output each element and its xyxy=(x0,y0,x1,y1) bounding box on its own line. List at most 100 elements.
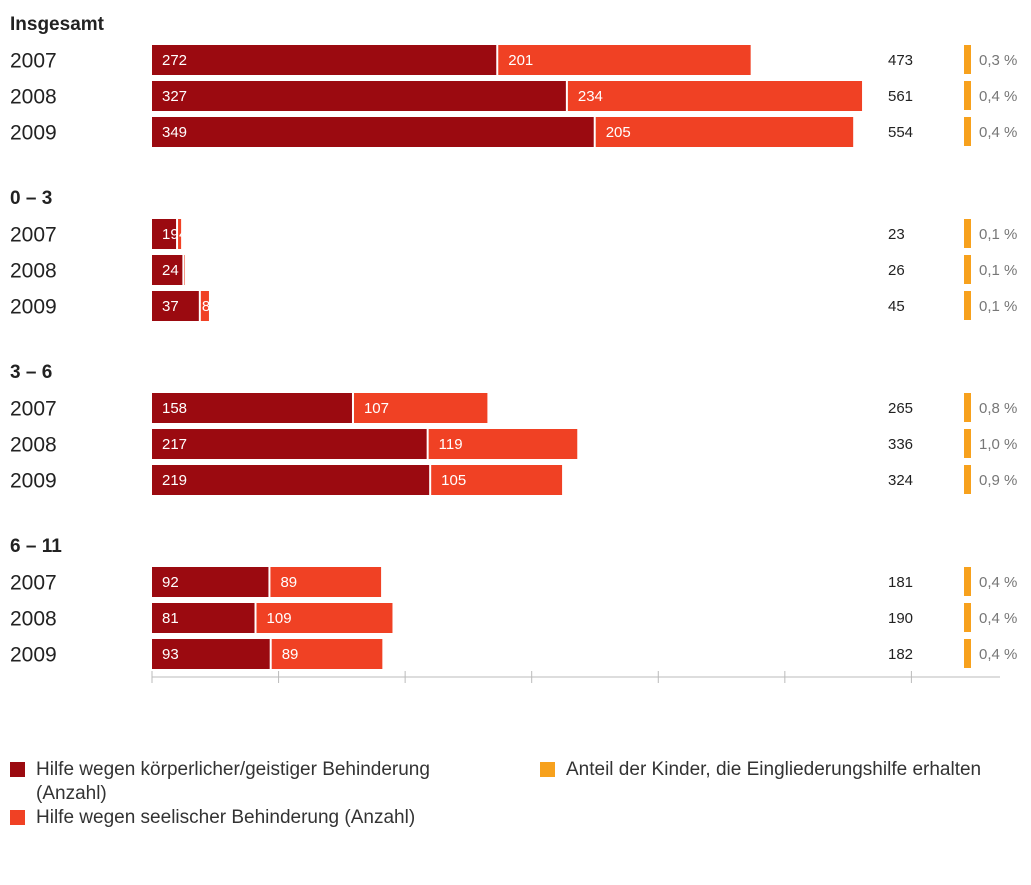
bar-label: 4 xyxy=(179,226,187,243)
bar-label: 19 xyxy=(162,226,179,243)
category-label: 2009 xyxy=(10,644,57,667)
share-marker xyxy=(964,219,971,248)
bar-segment xyxy=(152,291,199,321)
share-marker xyxy=(964,81,971,110)
group-title: 6 – 11 xyxy=(10,536,62,557)
share-marker xyxy=(964,291,971,320)
bar-label: 234 xyxy=(578,88,603,105)
total-label: 23 xyxy=(888,226,905,243)
share-label: 0,8 % xyxy=(979,400,1017,417)
legend-label: Anteil der Kinder, die Eingliederungshil… xyxy=(566,759,982,780)
legend-item: Anteil der Kinder, die Eingliederungshil… xyxy=(540,758,1010,782)
bar-segment xyxy=(152,219,177,249)
bar-segment xyxy=(256,603,393,633)
total-label: 26 xyxy=(888,262,905,279)
bar-segment xyxy=(152,117,594,147)
bar-label: 349 xyxy=(162,124,187,141)
bar-label: 89 xyxy=(280,574,297,591)
total-label: 561 xyxy=(888,88,913,105)
share-marker xyxy=(964,117,971,146)
category-label: 2007 xyxy=(10,224,57,247)
total-label: 182 xyxy=(888,646,913,663)
total-label: 45 xyxy=(888,298,905,315)
bar-segment xyxy=(498,45,751,75)
share-marker xyxy=(964,639,971,668)
bar-label: 272 xyxy=(162,52,187,69)
bar-segment xyxy=(152,639,270,669)
share-label: 0,4 % xyxy=(979,646,1017,663)
legend-swatch xyxy=(10,762,25,777)
legend-label: Hilfe wegen seelischer Behinderung (Anza… xyxy=(36,807,416,828)
legend-swatch xyxy=(540,762,555,777)
bar-label: 119 xyxy=(439,436,463,453)
share-label: 0,3 % xyxy=(979,52,1017,69)
share-label: 0,1 % xyxy=(979,298,1017,315)
category-label: 2008 xyxy=(10,608,57,631)
total-label: 473 xyxy=(888,52,913,69)
share-label: 0,9 % xyxy=(979,472,1017,489)
legend-swatch xyxy=(10,810,25,825)
share-label: 0,1 % xyxy=(979,262,1017,279)
total-label: 190 xyxy=(888,610,913,627)
bar-label: 89 xyxy=(282,646,299,663)
bar-segment xyxy=(567,81,863,111)
bar-label: 2 xyxy=(185,262,193,279)
category-label: 2007 xyxy=(10,398,57,421)
bar-label: 93 xyxy=(162,646,179,663)
share-marker xyxy=(964,567,971,596)
bar-label: 24 xyxy=(162,262,179,279)
bar-label: 109 xyxy=(267,610,292,627)
bar-segment xyxy=(152,45,497,75)
bar-label: 37 xyxy=(162,298,179,315)
category-label: 2007 xyxy=(10,50,57,73)
bar-segment xyxy=(270,567,382,597)
bar-label: 219 xyxy=(162,472,187,489)
bar-label: 8 xyxy=(202,298,210,315)
group-title: 0 – 3 xyxy=(10,188,52,209)
bar-label: 92 xyxy=(162,574,179,591)
category-label: 2009 xyxy=(10,122,57,145)
group-title: Insgesamt xyxy=(10,14,105,35)
bar-segment xyxy=(271,639,383,669)
bar-label: 105 xyxy=(441,472,466,489)
bar-segment xyxy=(152,603,255,633)
share-marker xyxy=(964,429,971,458)
category-label: 2008 xyxy=(10,434,57,457)
bar-segment xyxy=(178,219,182,249)
bar-segment xyxy=(353,393,488,423)
total-label: 324 xyxy=(888,472,913,489)
share-marker xyxy=(964,393,971,422)
share-label: 0,4 % xyxy=(979,574,1017,591)
share-marker xyxy=(964,45,971,74)
total-label: 336 xyxy=(888,436,913,453)
bar-label: 205 xyxy=(606,124,631,141)
category-label: 2008 xyxy=(10,260,57,283)
bar-segment xyxy=(184,255,185,285)
share-marker xyxy=(964,603,971,632)
bar-label: 158 xyxy=(162,400,187,417)
category-label: 2009 xyxy=(10,470,57,493)
bar-segment xyxy=(152,465,430,495)
bar-label: 81 xyxy=(162,610,179,627)
bar-segment xyxy=(152,429,427,459)
total-label: 554 xyxy=(888,124,913,141)
bar-segment xyxy=(428,429,578,459)
legend-label: Hilfe wegen körperlicher/geistiger Behin… xyxy=(36,759,430,804)
share-label: 0,4 % xyxy=(979,88,1017,105)
bar-label: 107 xyxy=(364,400,389,417)
bar-label: 327 xyxy=(162,88,187,105)
share-label: 0,4 % xyxy=(979,610,1017,627)
bar-label: 217 xyxy=(162,436,187,453)
share-marker xyxy=(964,255,971,284)
bar-segment xyxy=(152,567,269,597)
bar-segment xyxy=(595,117,854,147)
total-label: 181 xyxy=(888,574,913,591)
bar-segment xyxy=(152,81,566,111)
legend-item: Hilfe wegen seelischer Behinderung (Anza… xyxy=(10,806,430,830)
total-label: 265 xyxy=(888,400,913,417)
category-label: 2009 xyxy=(10,296,57,319)
bar-segment xyxy=(152,393,352,423)
legend-item: Hilfe wegen körperlicher/geistiger Behin… xyxy=(10,758,430,806)
